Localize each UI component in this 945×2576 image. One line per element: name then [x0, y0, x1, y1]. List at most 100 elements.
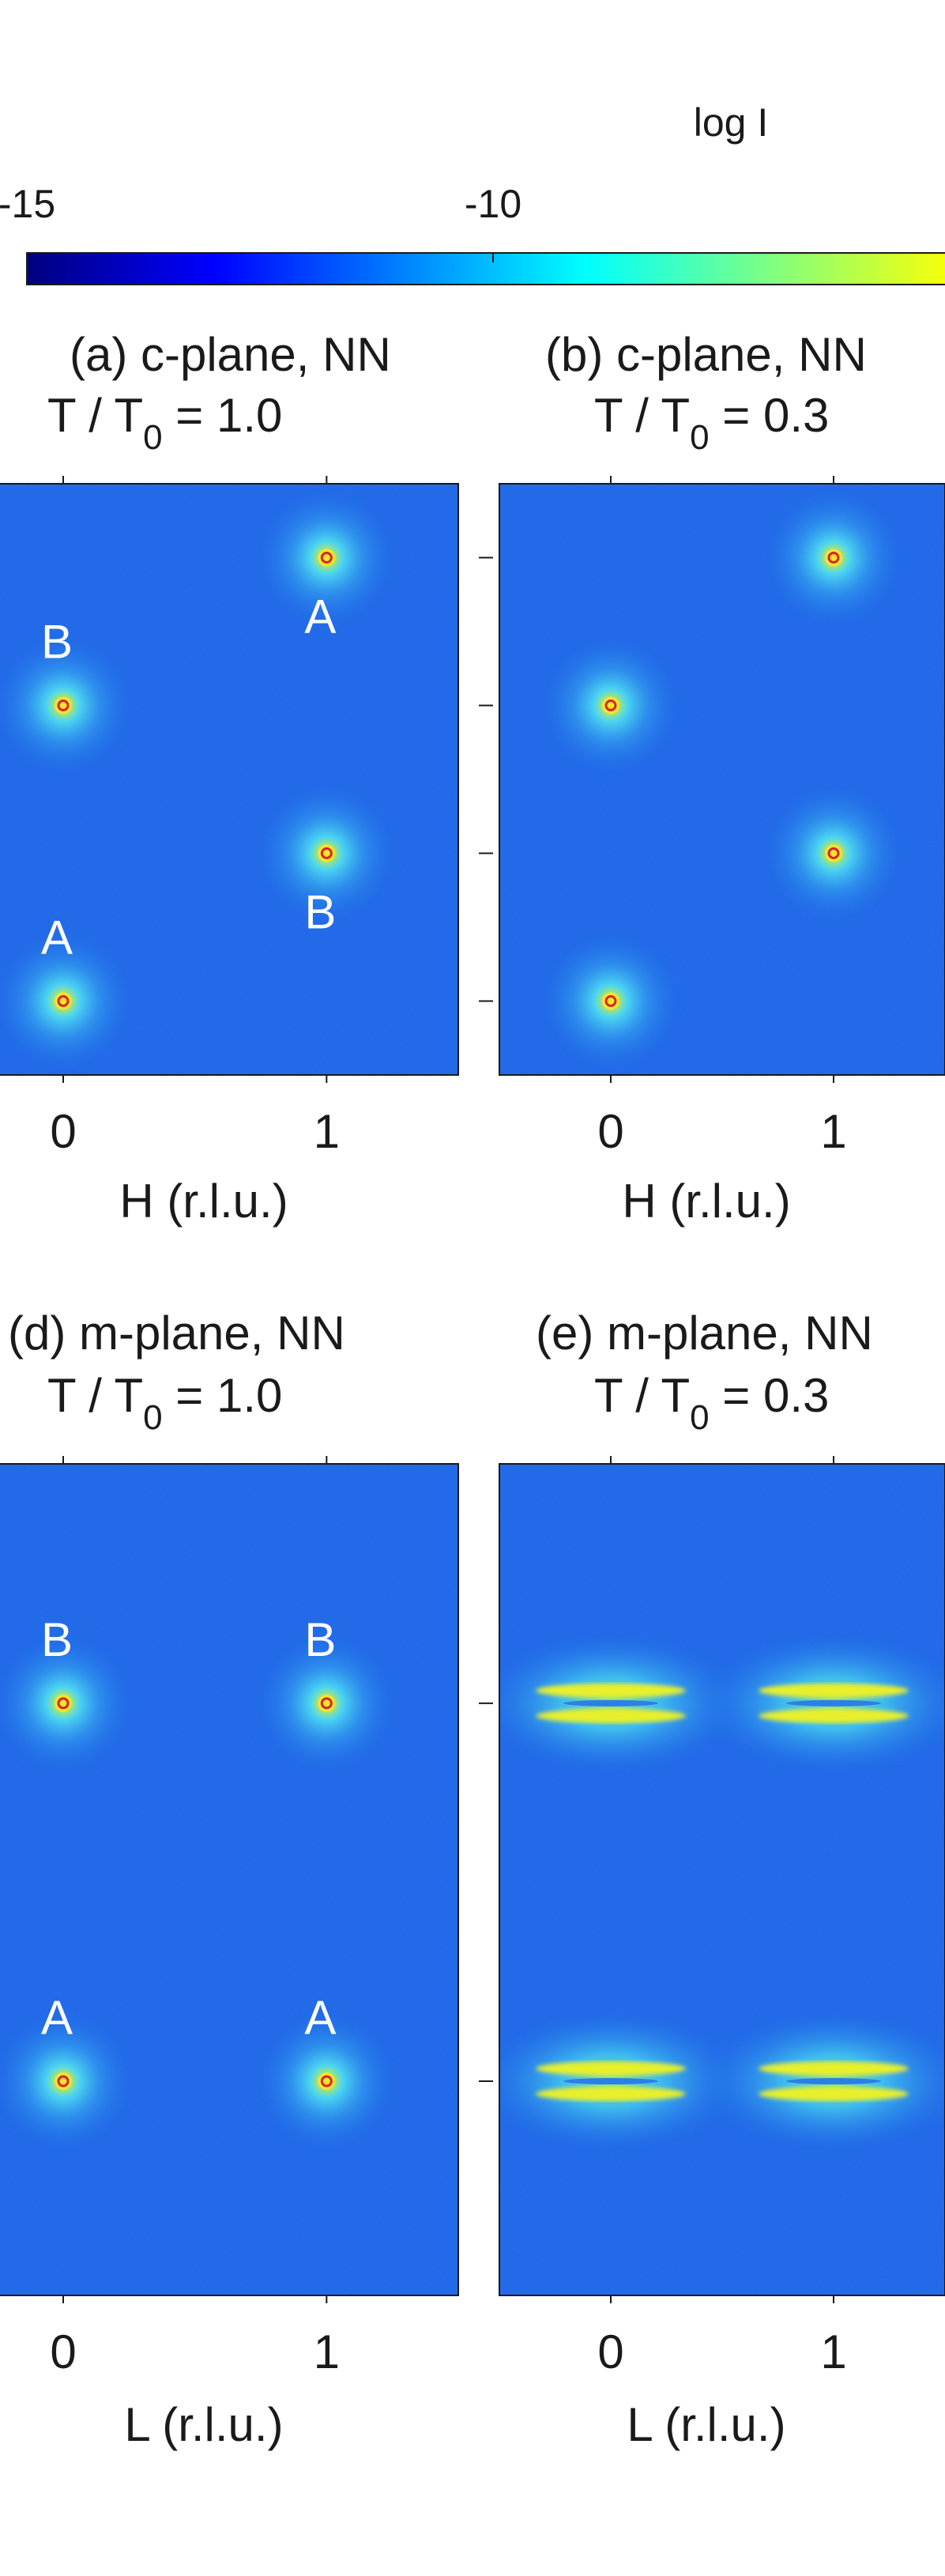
peak-label: A	[41, 911, 73, 964]
peak	[251, 778, 402, 929]
panel-e-xlabel: L (r.l.u.)	[627, 2398, 785, 2451]
peak-streak	[536, 1683, 686, 1698]
x-tick-label: 1	[820, 1105, 846, 1158]
peak-streak	[759, 2087, 909, 2102]
peak	[759, 484, 909, 633]
panel-d-xlabel: L (r.l.u.)	[124, 2398, 283, 2451]
map-noise	[499, 1464, 945, 2295]
peak	[251, 1627, 402, 1778]
panel-a-map	[0, 484, 458, 1075]
peak-center	[320, 2075, 333, 2088]
peak-core	[825, 844, 842, 862]
panel-b-temperature: T / T0 = 0.3	[594, 389, 829, 457]
peak-core	[602, 992, 619, 1010]
peak-center	[786, 1699, 881, 1707]
colorbar-tick-labels: -15 -10	[0, 182, 521, 226]
peak	[0, 926, 138, 1075]
peak-core	[318, 2072, 336, 2091]
x-tick-label: 1	[820, 2325, 846, 2378]
panel-d: (d) m-plane, NN T / T0 = 1.0 L (r.l.u.) …	[0, 1307, 459, 2451]
peak-core	[318, 1694, 336, 1712]
peak-label: A	[304, 1991, 336, 2044]
peak-center	[604, 700, 617, 711]
peak-label: A	[41, 1991, 73, 2044]
panel-d-temperature: T / T0 = 1.0	[47, 1369, 282, 1437]
peak-center	[57, 995, 70, 1007]
panel-d-temp-suffix: = 1.0	[163, 1369, 283, 1422]
peak-streak	[759, 1683, 909, 1698]
colorbar-ticks	[26, 253, 494, 262]
peak-center	[57, 1697, 70, 1710]
peak-core	[602, 696, 619, 715]
peak	[499, 2006, 753, 2157]
panel-b: (b) c-plane, NN T / T0 = 0.3 H (r.l.u.) …	[479, 328, 945, 1228]
peak	[0, 2006, 138, 2157]
panel-b-title: (b) c-plane, NN	[545, 328, 867, 381]
panel-e-temperature: T / T0 = 0.3	[594, 1369, 829, 1437]
panel-frame	[0, 483, 459, 1076]
panel-frame	[499, 483, 945, 1076]
peak	[0, 630, 138, 781]
panel-e-temp-prefix: T / T	[594, 1369, 690, 1422]
peak-core	[318, 549, 336, 567]
x-tick-label: 0	[50, 1105, 76, 1158]
panel-b-map	[499, 484, 945, 1075]
peak-core	[55, 696, 72, 715]
peak	[251, 2006, 402, 2157]
panel-e-temp-sub: 0	[690, 1398, 709, 1437]
peak-core	[825, 549, 842, 567]
peak-center	[563, 1699, 658, 1707]
colorbar-strip	[26, 252, 945, 285]
peak	[691, 1627, 945, 1778]
peak	[251, 484, 402, 633]
peak-center	[320, 1697, 333, 1710]
peak-streak	[536, 2061, 686, 2076]
peak-center	[786, 2078, 881, 2085]
peak-core	[55, 1694, 72, 1712]
panel-a-temp-sub: 0	[143, 418, 162, 457]
peak-center	[320, 552, 333, 564]
peak-label: B	[41, 1613, 73, 1666]
peak-streak	[759, 1708, 909, 1723]
peak-center	[827, 847, 840, 859]
panel-a: (a) c-plane, NN T / T0 = 1.0 H (r.l.u.) …	[0, 328, 459, 1228]
peak-center	[563, 2078, 658, 2085]
panel-a-temperature: T / T0 = 1.0	[47, 389, 282, 457]
panel-d-title: (d) m-plane, NN	[8, 1307, 345, 1360]
x-tick-label: 1	[314, 1105, 340, 1158]
peak-center	[57, 2075, 70, 2088]
panel-d-temp-sub: 0	[143, 1398, 162, 1437]
panel-b-xlabel: H (r.l.u.)	[622, 1175, 790, 1228]
panel-b-temp-sub: 0	[690, 418, 709, 457]
peak-label: A	[304, 590, 336, 643]
colorbar: log I -15 -10	[0, 100, 945, 285]
panel-a-temp-prefix: T / T	[47, 389, 143, 442]
peak-center	[57, 700, 70, 711]
peak-streak	[759, 2061, 909, 2076]
panel-frame	[499, 1463, 945, 2296]
peak	[536, 630, 686, 781]
peak-center	[320, 847, 333, 859]
peak-center	[604, 995, 617, 1007]
x-tick-label: 0	[597, 2325, 623, 2378]
panel-e: (e) m-plane, NN T / T0 = 0.3 L (r.l.u.) …	[479, 1307, 945, 2451]
peak-streak	[536, 2087, 686, 2102]
colorbar-label: log I	[694, 100, 769, 145]
panel-a-title: (a) c-plane, NN	[70, 328, 391, 381]
peak	[536, 926, 686, 1075]
panel-b-temp-suffix: = 0.3	[710, 389, 830, 442]
peak-label: B	[41, 616, 73, 669]
peak-core	[55, 2072, 72, 2091]
colorbar-tick-label: -10	[465, 182, 521, 226]
panel-e-temp-suffix: = 0.3	[710, 1369, 830, 1422]
panel-b-temp-prefix: T / T	[594, 389, 690, 442]
peak-label: B	[304, 1613, 336, 1666]
panel-a-temp-suffix: = 1.0	[163, 389, 283, 442]
peak-center	[827, 552, 840, 564]
panel-a-xlabel: H (r.l.u.)	[119, 1175, 288, 1228]
peak-core	[318, 844, 336, 862]
colorbar-tick-label: -15	[0, 182, 55, 226]
map-noise	[0, 1464, 458, 2295]
peak-streak	[536, 1708, 686, 1723]
